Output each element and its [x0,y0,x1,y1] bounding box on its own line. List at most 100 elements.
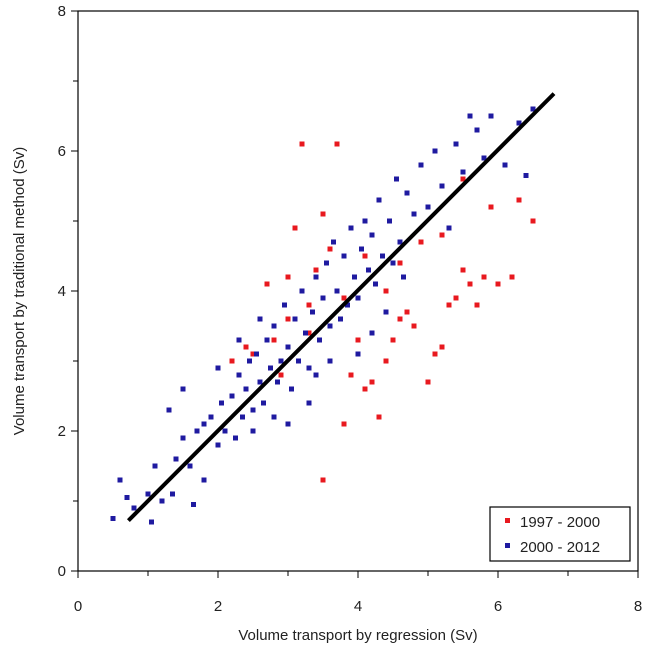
point-2000-2012 [355,351,361,357]
point-2000-2012 [191,502,196,507]
point-2000-2012 [313,274,319,280]
point-1997-2000 [355,337,361,343]
point-2000-2012 [222,428,228,434]
point-1997-2000 [306,302,312,308]
point-1997-2000 [369,379,375,385]
x-tick-label: 8 [634,598,642,615]
point-1997-2000 [418,239,424,245]
point-1997-2000 [453,295,459,301]
point-2000-2012 [369,330,375,336]
data-points [110,106,536,525]
point-1997-2000 [467,281,473,287]
point-2000-2012 [271,414,277,420]
point-2000-2012 [366,267,371,273]
point-2000-2012 [257,379,263,385]
y-axis-title: Volume transport by traditional method (… [11,147,28,435]
point-1997-2000 [313,267,319,273]
point-2000-2012 [215,442,221,448]
point-1997-2000 [474,302,480,308]
point-1997-2000 [411,323,417,329]
point-2000-2012 [219,400,224,406]
point-2000-2012 [380,253,385,259]
legend-label-1997-2000: 1997 - 2000 [520,514,600,531]
x-tick-label: 6 [494,598,502,615]
point-1997-2000 [320,211,326,217]
point-1997-2000 [292,225,298,231]
point-2000-2012 [362,218,368,224]
point-2000-2012 [404,190,410,196]
y-tick-label: 4 [58,283,66,300]
point-2000-2012 [117,477,123,483]
regression-line-path [126,92,556,523]
point-1997-2000 [390,337,396,343]
point-2000-2012 [170,491,175,497]
point-2000-2012 [292,316,298,322]
point-1997-2000 [306,330,312,336]
point-2000-2012 [159,498,165,504]
point-2000-2012 [355,295,361,301]
point-2000-2012 [345,302,350,308]
legend-swatch-red [505,518,510,523]
point-2000-2012 [303,330,308,336]
point-2000-2012 [152,463,158,469]
point-1997-2000 [285,274,291,280]
point-2000-2012 [324,260,329,266]
point-2000-2012 [194,428,200,434]
point-2000-2012 [254,351,259,357]
x-tick-label: 2 [214,598,222,615]
y-tick-label: 0 [58,563,66,580]
point-1997-2000 [299,141,305,147]
point-1997-2000 [327,246,333,252]
point-1997-2000 [362,386,368,392]
legend: 1997 - 2000 2000 - 2012 [489,506,631,562]
point-2000-2012 [110,516,116,521]
point-2000-2012 [215,365,221,371]
point-2000-2012 [397,239,403,245]
y-tick-label: 2 [58,423,66,440]
point-2000-2012 [282,302,287,308]
point-2000-2012 [387,218,392,224]
point-2000-2012 [373,281,378,287]
regression-line [126,92,556,523]
point-2000-2012 [390,260,396,266]
point-1997-2000 [446,302,452,308]
legend-swatch-blue [505,543,510,548]
point-1997-2000 [516,197,522,203]
point-1997-2000 [397,316,403,322]
point-2000-2012 [278,358,284,364]
point-2000-2012 [306,400,312,406]
axes: 0 2 4 6 8 0 2 4 6 8 [58,3,643,615]
point-2000-2012 [488,113,494,119]
point-1997-2000 [439,344,445,350]
point-1997-2000 [509,274,515,280]
point-2000-2012 [376,197,382,203]
point-2000-2012 [320,295,326,301]
point-2000-2012 [201,421,207,427]
point-2000-2012 [180,386,186,392]
point-2000-2012 [310,309,315,315]
point-1997-2000 [439,232,445,238]
point-1997-2000 [341,295,347,301]
point-2000-2012 [502,162,508,168]
point-2000-2012 [418,162,424,168]
point-2000-2012 [331,239,336,245]
point-2000-2012 [243,386,249,392]
point-1997-2000 [250,351,256,357]
point-1997-2000 [432,351,438,357]
point-2000-2012 [446,225,452,231]
point-2000-2012 [338,316,343,322]
point-2000-2012 [229,393,235,399]
legend-box [489,506,631,562]
point-2000-2012 [250,428,256,434]
point-2000-2012 [264,337,270,343]
point-2000-2012 [306,365,312,371]
x-tick-label: 4 [354,598,362,615]
point-2000-2012 [233,435,238,441]
point-2000-2012 [317,337,322,343]
point-2000-2012 [394,176,399,182]
point-2000-2012 [296,358,301,364]
point-2000-2012 [334,288,340,294]
point-1997-2000 [495,281,501,287]
point-1997-2000 [334,141,340,147]
point-2000-2012 [439,183,445,189]
